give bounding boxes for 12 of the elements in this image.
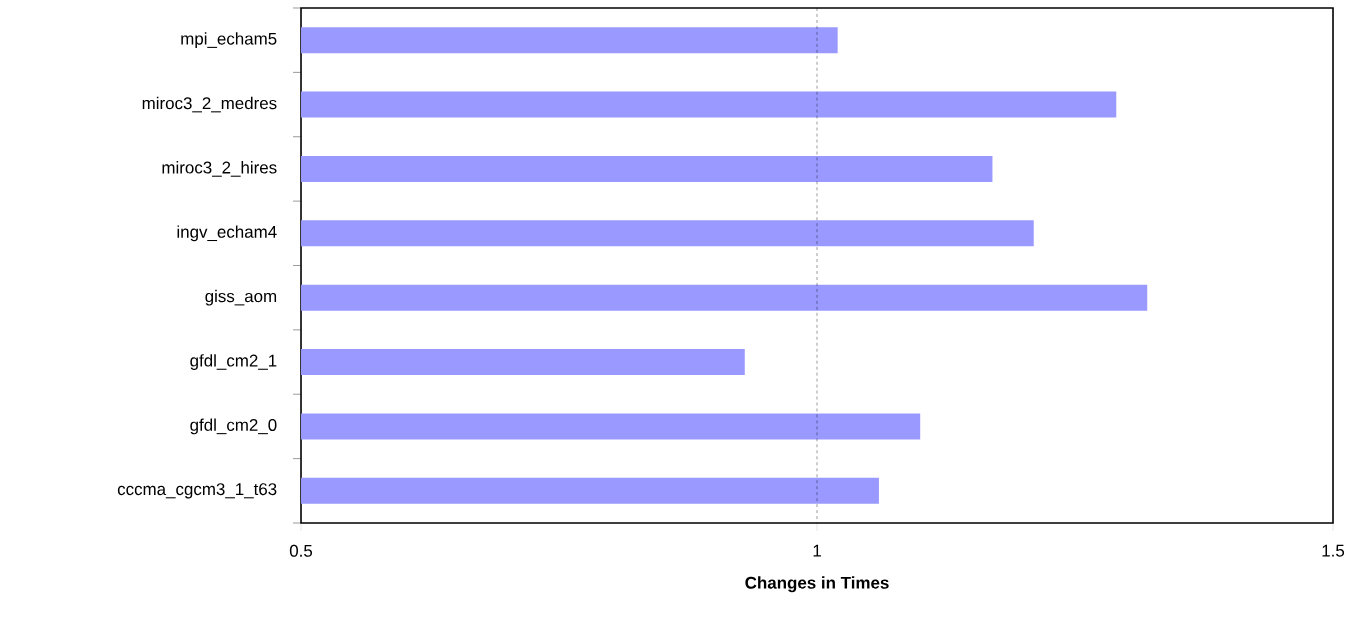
y-tick-label: miroc3_2_hires — [162, 161, 277, 177]
x-tick-label: 0.5 — [289, 544, 313, 557]
y-tick-label: gfdl_cm2_0 — [190, 418, 277, 435]
y-tick-label: gfdl_cm2_1 — [190, 354, 277, 370]
y-tick-label: giss_aom — [205, 289, 277, 306]
y-tick-label: miroc3_2_medres — [142, 96, 277, 113]
x-axis-title: Changes in Times — [745, 576, 889, 593]
y-tick-label: cccma_cgcm3_1_t63 — [117, 483, 277, 499]
x-tick-label: 1 — [813, 544, 821, 557]
x-tick-label: 1.5 — [1322, 544, 1345, 557]
y-tick-label: ingv_echam4 — [177, 225, 277, 242]
y-tick-label: mpi_echam5 — [181, 32, 277, 49]
